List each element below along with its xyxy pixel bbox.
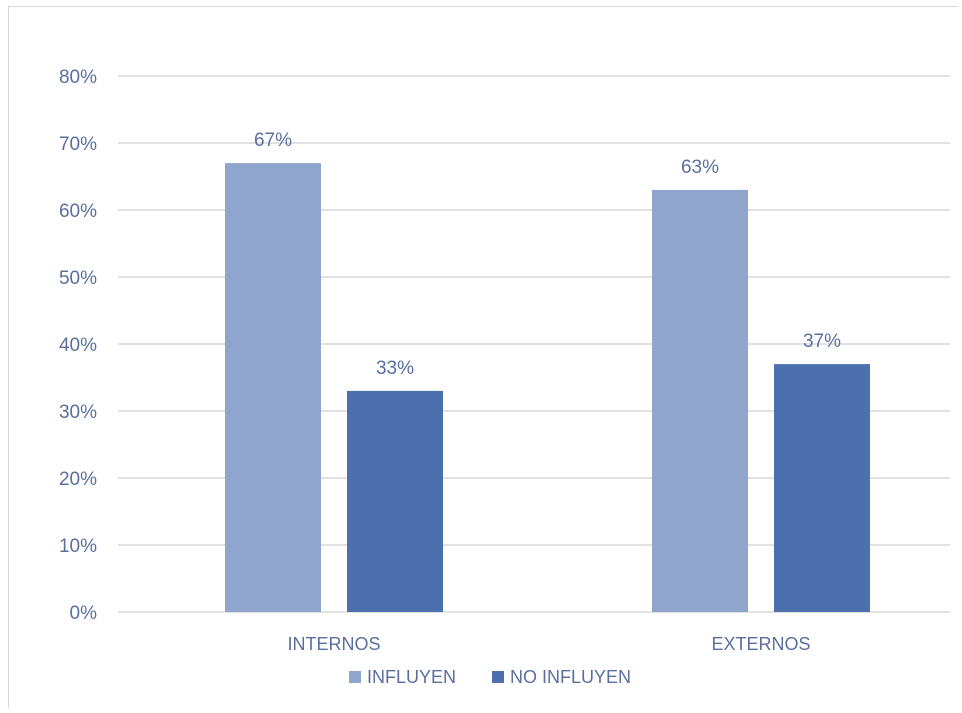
legend-label: NO INFLUYEN: [510, 667, 631, 687]
bar-externos-no-influyen: [774, 364, 870, 612]
y-tick-label: 80%: [59, 67, 97, 88]
legend-swatch: [492, 671, 504, 683]
legend: INFLUYEN NO INFLUYEN: [349, 667, 631, 687]
bars: [225, 163, 870, 612]
x-category-label: EXTERNOS: [711, 634, 810, 654]
x-category-label: INTERNOS: [287, 634, 380, 654]
x-axis: INTERNOS EXTERNOS: [287, 634, 810, 654]
data-label: 67%: [254, 130, 292, 151]
y-tick-label: 30%: [59, 402, 97, 423]
data-label: 33%: [376, 358, 414, 379]
y-axis: 0% 10% 20% 30% 40% 50% 60% 70% 80%: [59, 67, 97, 624]
bar-internos-no-influyen: [347, 390, 443, 612]
y-tick-label: 60%: [59, 201, 97, 222]
y-tick-label: 0%: [70, 603, 98, 624]
legend-swatch: [349, 671, 361, 683]
legend-label: INFLUYEN: [367, 667, 456, 687]
y-tick-label: 10%: [59, 536, 97, 557]
bar-internos-influyen: [225, 163, 321, 612]
data-label: 63%: [681, 157, 719, 178]
bar-externos-influyen: [652, 189, 748, 612]
y-tick-label: 40%: [59, 335, 97, 356]
y-tick-label: 70%: [59, 134, 97, 155]
data-label: 37%: [803, 331, 841, 352]
y-tick-label: 50%: [59, 268, 97, 289]
data-labels: 67% 33% 63% 37%: [254, 130, 841, 379]
y-tick-label: 20%: [59, 469, 97, 490]
chart-frame: [8, 6, 958, 708]
